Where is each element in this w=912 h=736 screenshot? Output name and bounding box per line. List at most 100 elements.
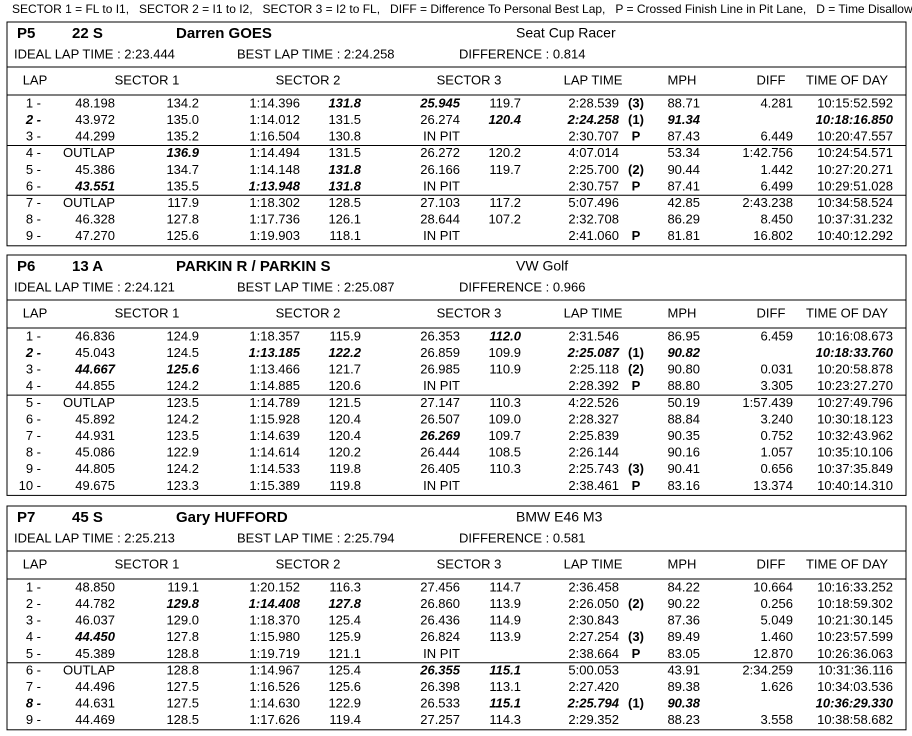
table-cell: 9 - <box>26 228 41 243</box>
table-cell: 45.086 <box>75 445 115 460</box>
table-cell: 7 - <box>26 679 41 694</box>
table-cell: 117.2 <box>489 195 521 210</box>
table-cell: 124.2 <box>166 461 199 476</box>
table-cell: 26.166 <box>420 162 460 177</box>
table-cell: 2:28.539 <box>568 95 619 110</box>
difference: DIFFERENCE : 0.581 <box>459 530 585 545</box>
table-cell: 87.43 <box>667 129 700 144</box>
table-cell: 10:20:47.557 <box>817 129 893 144</box>
table-cell: 26.355 <box>419 662 461 677</box>
table-cell: 1:15.980 <box>249 629 300 644</box>
table-cell: OUTLAP <box>63 145 115 160</box>
table-cell: 10:40:12.292 <box>817 228 893 243</box>
table-cell: 131.8 <box>328 95 361 110</box>
table-cell: 44.469 <box>75 712 115 727</box>
table-cell: 119.7 <box>489 162 521 177</box>
table-cell: 90.16 <box>667 445 700 460</box>
table-cell: 26.274 <box>420 112 460 127</box>
table-cell: 0.256 <box>760 596 793 611</box>
table-cell: 128.5 <box>166 712 199 727</box>
table-cell: 3.240 <box>760 411 793 426</box>
table-cell: P <box>632 228 641 243</box>
table-cell: P <box>632 378 641 393</box>
table-cell: 8 - <box>26 696 41 711</box>
table-cell: 47.270 <box>75 228 115 243</box>
table-cell: 2:41.060 <box>568 228 619 243</box>
table-cell: 53.34 <box>667 145 700 160</box>
table-cell: 2:26.144 <box>568 445 619 460</box>
table-cell: 10:30:18.123 <box>817 411 893 426</box>
table-cell: 10:24:54.571 <box>817 145 893 160</box>
table-cell: 127.8 <box>166 629 199 644</box>
table-cell: 44.450 <box>74 629 116 644</box>
table-cell: 131.8 <box>328 162 361 177</box>
table-cell: 1:15.928 <box>249 411 300 426</box>
table-cell: 1:18.302 <box>249 195 300 210</box>
table-cell: 2:24.258 <box>567 112 620 127</box>
table-cell: 44.855 <box>75 378 115 393</box>
table-cell: 90.82 <box>667 345 700 360</box>
table-cell: 10.664 <box>753 579 793 594</box>
table-cell: 123.3 <box>166 478 199 493</box>
table-cell: 26.860 <box>420 596 460 611</box>
table-cell: P <box>632 478 641 493</box>
table-cell: 1:14.396 <box>249 95 300 110</box>
table-cell: 83.16 <box>667 478 700 493</box>
table-cell: 134.7 <box>166 162 199 177</box>
table-cell: 125.4 <box>328 613 361 628</box>
table-cell: 2:38.664 <box>568 646 619 661</box>
table-cell: 2:28.392 <box>568 378 619 393</box>
table-cell: 4.281 <box>760 95 793 110</box>
table-cell: 1:20.152 <box>249 579 300 594</box>
table-cell: 1:14.148 <box>249 162 300 177</box>
table-cell: 2:25.087 <box>567 345 620 360</box>
table-cell: 8 - <box>26 212 41 227</box>
table-cell: 2:28.327 <box>568 411 619 426</box>
table-cell: 4:07.014 <box>568 145 619 160</box>
table-cell: 128.8 <box>166 646 199 661</box>
table-cell: 131.5 <box>328 145 361 160</box>
table-cell: 88.23 <box>667 712 700 727</box>
table-cell: (1) <box>628 112 644 127</box>
table-cell: 26.353 <box>420 328 460 343</box>
table-cell: 8 - <box>26 445 41 460</box>
car-name: VW Golf <box>516 258 568 274</box>
table-cell: 10:36:29.330 <box>816 696 894 711</box>
table-cell: 1:42.756 <box>742 145 793 160</box>
position: P7 <box>17 509 35 526</box>
table-cell: 26.436 <box>420 613 460 628</box>
position: P6 <box>17 258 35 275</box>
table-cell: 119.1 <box>167 579 199 594</box>
column-header: LAP <box>23 305 48 320</box>
table-cell: OUTLAP <box>63 395 115 410</box>
table-cell: 43.551 <box>74 178 115 193</box>
table-cell: 120.2 <box>488 145 521 160</box>
table-cell: 10:23:27.270 <box>817 378 893 393</box>
table-cell: 2:32.708 <box>568 212 619 227</box>
table-cell: 120.4 <box>328 428 361 443</box>
table-cell: 10:23:57.599 <box>817 629 893 644</box>
table-cell: 113.9 <box>489 596 521 611</box>
table-cell: 122.9 <box>328 696 361 711</box>
table-cell: 127.8 <box>328 596 361 611</box>
table-cell: 123.5 <box>166 428 199 443</box>
table-cell: 2:43.238 <box>742 195 793 210</box>
table-cell: 26.272 <box>420 145 460 160</box>
table-cell: 127.5 <box>166 679 199 694</box>
table-cell: P <box>632 178 641 193</box>
table-cell: IN PIT <box>423 228 460 243</box>
table-cell: 9 - <box>26 461 41 476</box>
table-cell: 48.850 <box>75 579 115 594</box>
column-header: MPH <box>668 556 697 571</box>
table-cell: 90.22 <box>667 596 700 611</box>
table-cell: 10 - <box>19 478 41 493</box>
table-cell: 127.5 <box>166 696 199 711</box>
driver-name: Darren GOES <box>176 25 272 42</box>
table-cell: 121.7 <box>328 362 361 377</box>
table-cell: 48.198 <box>75 95 115 110</box>
column-header: SECTOR 3 <box>437 305 502 320</box>
table-cell: 44.299 <box>75 129 115 144</box>
column-header: DIFF <box>757 305 786 320</box>
table-cell: 1:14.408 <box>249 596 301 611</box>
